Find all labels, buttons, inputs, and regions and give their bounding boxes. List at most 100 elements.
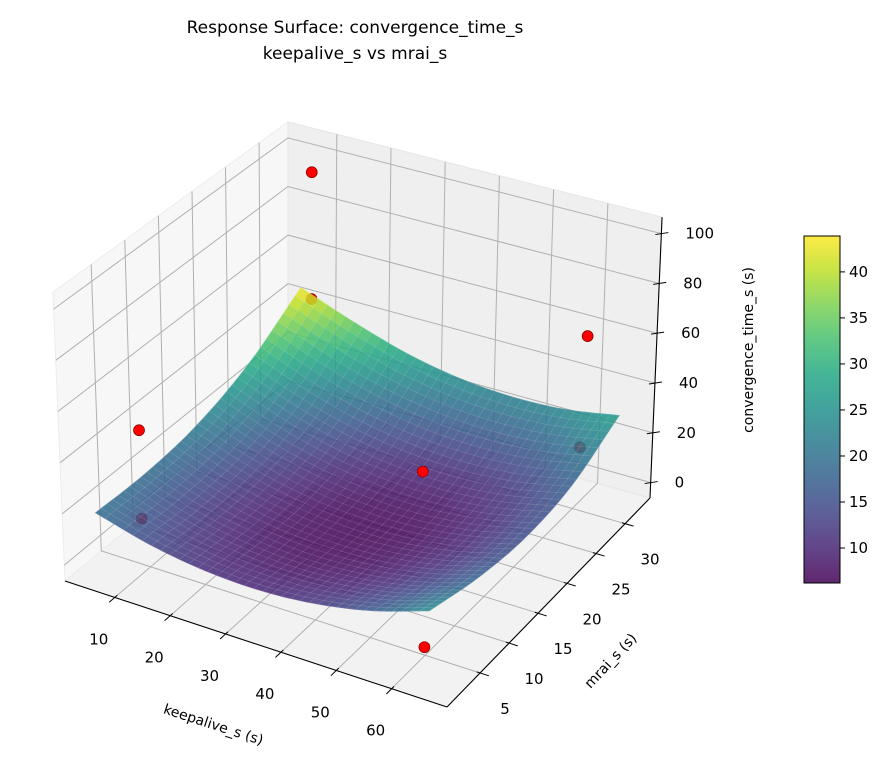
z-gridline — [55, 185, 660, 361]
colorbar-tick-label: 40 — [849, 263, 868, 281]
x-tick — [164, 613, 174, 621]
surface-mesh-line — [354, 405, 549, 610]
y-axis-line — [446, 497, 651, 708]
z-tick-label: 20 — [677, 424, 696, 442]
surface-mesh-line — [336, 401, 531, 608]
colorbar-tick-label: 25 — [849, 401, 868, 419]
x-tick-label: 50 — [311, 703, 330, 721]
z-tick-label: 80 — [683, 274, 702, 292]
z-tick — [655, 232, 669, 236]
y-tick — [505, 641, 518, 647]
surface-mesh-line — [225, 362, 425, 580]
y-tick-label: 10 — [525, 670, 544, 688]
y-tick — [476, 671, 489, 677]
surface-mesh-line — [266, 338, 588, 465]
z-axis-line — [649, 217, 663, 499]
x-tick — [330, 667, 340, 677]
z-tick — [646, 431, 660, 435]
x-tick — [275, 649, 284, 658]
surface-mesh-line — [382, 410, 576, 612]
surface-mesh-line — [186, 435, 514, 550]
z-tick-label: 40 — [679, 374, 698, 392]
surface-mesh-line — [290, 388, 487, 599]
surface-mesh-line — [364, 407, 558, 611]
surface-mesh-line — [114, 299, 319, 525]
x-axis-line — [64, 580, 448, 708]
surface-mesh-line — [146, 472, 477, 580]
surface-mesh-line — [192, 429, 519, 545]
scatter-point — [305, 166, 318, 179]
surface-mesh-line — [203, 417, 530, 535]
chart-title-line-2: keepalive_s vs mrai_s — [263, 44, 448, 64]
z-gridline — [53, 137, 662, 310]
surface-mesh-line — [373, 409, 567, 612]
surface-mesh-line — [249, 362, 572, 487]
surface-mesh-line — [123, 490, 456, 594]
surface-mesh-line — [271, 381, 470, 595]
surface-mesh-line — [180, 441, 509, 554]
surface-mesh-line — [216, 357, 417, 576]
surface-mesh-line — [118, 495, 451, 598]
surface-mesh-line — [106, 503, 440, 605]
surface-mesh-line — [283, 313, 604, 440]
surface-mesh-line — [140, 476, 472, 584]
z-gridline — [57, 234, 658, 412]
surface-mesh-line — [95, 287, 302, 514]
surface-mesh-line — [391, 411, 584, 612]
scatter-point — [418, 641, 431, 654]
surface-mesh-line — [401, 412, 593, 612]
surface-mesh-line — [260, 347, 582, 473]
surface-mesh-line — [152, 467, 482, 576]
z-tick — [644, 481, 658, 485]
surface-mesh-line — [135, 481, 467, 587]
surface-mesh-line — [112, 499, 445, 602]
surface-mesh-line — [209, 411, 535, 529]
surface-mesh-line — [299, 391, 496, 601]
surface-mesh-line — [308, 394, 505, 603]
surface-mesh-line — [197, 348, 399, 568]
colorbar-tick-label: 15 — [849, 493, 868, 511]
surface-mesh-line — [318, 396, 514, 605]
z-tick-label: 0 — [675, 474, 685, 492]
surface-mesh-line — [300, 287, 620, 416]
z-tick — [651, 331, 665, 335]
surface-mesh-line — [169, 451, 498, 563]
colorbar: 10 15 20 25 30 35 40 — [803, 235, 868, 584]
y-axis-label: mrai_s (s) — [582, 631, 641, 692]
z-tick — [648, 381, 663, 385]
surface-mesh-line — [214, 404, 540, 524]
surface-mesh-line — [100, 508, 435, 609]
surface-mesh-line — [410, 413, 602, 612]
x-gridline — [391, 203, 609, 690]
axis-lines — [64, 217, 669, 708]
colorbar-tick-label: 35 — [849, 309, 868, 327]
response-surface — [94, 287, 620, 612]
x-axis-label: keepalive_s (s) — [161, 702, 265, 749]
surface-mesh-line — [188, 343, 390, 564]
surface-mesh-line — [207, 353, 408, 572]
surface-mesh-line — [104, 293, 310, 519]
colorbar-tick-label: 30 — [849, 355, 868, 373]
surface-mesh-line — [289, 304, 609, 432]
z-gridline — [59, 283, 656, 464]
surface-mesh-line — [160, 327, 364, 551]
x-tick-label: 60 — [366, 722, 385, 740]
scatter-points-above-surface — [133, 166, 594, 478]
y-tick — [534, 611, 547, 617]
y-tick-label: 15 — [554, 640, 573, 658]
surface-mesh-line — [429, 415, 620, 612]
y-tick — [621, 522, 634, 527]
surface-mesh-line — [123, 304, 328, 530]
y-tick — [592, 552, 605, 557]
x-tick — [385, 686, 395, 695]
x-tick-label: 30 — [200, 667, 219, 685]
x-tick-label: 10 — [89, 630, 108, 648]
chart-title-line-1: Response Surface: convergence_time_s — [187, 18, 524, 38]
colorbar-tick-label: 20 — [849, 447, 868, 465]
surface-mesh-line — [294, 295, 615, 424]
surface-mesh-line — [254, 355, 577, 480]
surface-mesh-line — [253, 374, 452, 589]
surface-mesh-line — [277, 321, 598, 449]
tick-labels: 10 20 30 40 50 60 5 10 15 20 25 30 0 20 40 60 80 100 — [89, 225, 714, 740]
